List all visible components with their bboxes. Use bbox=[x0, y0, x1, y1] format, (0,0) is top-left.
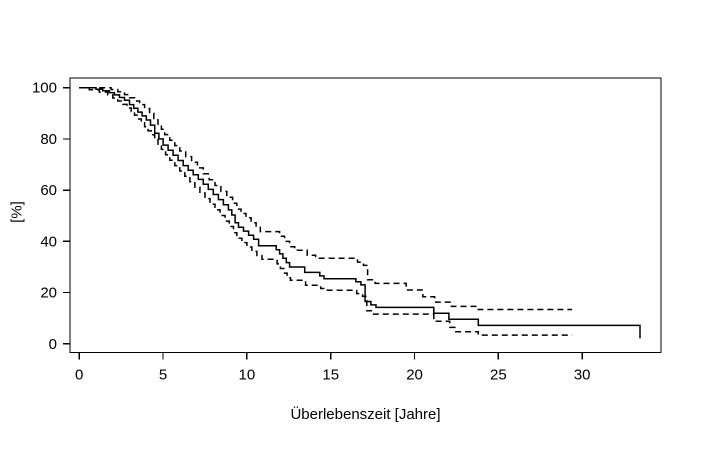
plot-box bbox=[69, 77, 662, 354]
x-tick-label: 20 bbox=[406, 367, 423, 384]
y-tick-label: 60 bbox=[40, 182, 57, 199]
y-tick-label: 80 bbox=[40, 131, 57, 148]
y-tick-label: 20 bbox=[40, 285, 57, 302]
upper-confidence-band-curve bbox=[79, 86, 573, 311]
y-tick-label: 40 bbox=[40, 233, 57, 250]
lower-confidence-band-curve bbox=[79, 86, 573, 336]
y-axis-title: [%] bbox=[8, 201, 26, 223]
y-tick-label: 0 bbox=[49, 336, 57, 353]
x-tick-label: 30 bbox=[574, 367, 591, 384]
x-tick-label: 15 bbox=[322, 367, 339, 384]
x-axis-title: Überlebenszeit [Jahre] bbox=[290, 406, 441, 423]
x-tick-label: 5 bbox=[159, 367, 167, 384]
y-tick-label: 100 bbox=[32, 80, 57, 97]
x-tick-label: 0 bbox=[75, 367, 83, 384]
survival-estimate-curve bbox=[79, 86, 641, 339]
x-tick-label: 10 bbox=[239, 367, 256, 384]
x-tick-label: 25 bbox=[490, 367, 507, 384]
